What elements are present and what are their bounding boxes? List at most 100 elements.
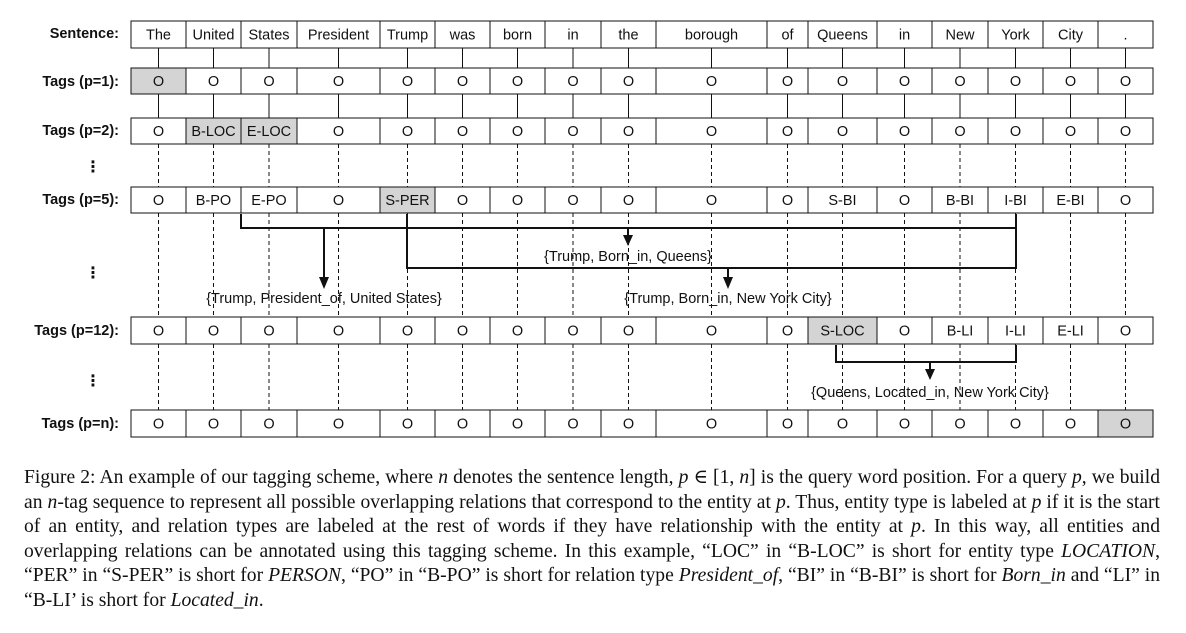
caption-text: denotes the sentence length, (447, 467, 679, 488)
tag-label: B-LI (947, 324, 974, 340)
tag-label: O (153, 74, 164, 90)
tag-label: O (512, 324, 523, 340)
caption-term-president-of: President_of (678, 565, 779, 586)
tag-label: O (1120, 193, 1131, 209)
sentence-cell (434, 20, 491, 49)
tag-label: O (263, 417, 274, 433)
sentence-word: United (193, 28, 235, 44)
tag-cell (1042, 409, 1099, 438)
tag-cell (544, 316, 602, 345)
tag-label: O (457, 193, 468, 209)
sentence-word: in (899, 28, 910, 44)
tag-label: O (623, 417, 634, 433)
sentence-cell (379, 20, 436, 49)
tag-cell (296, 117, 381, 145)
tag-label: O (208, 324, 219, 340)
tag-cell (766, 117, 809, 145)
tag-label: O (457, 124, 468, 140)
tag-label: O (899, 74, 910, 90)
tag-label: O (1010, 417, 1021, 433)
tag-label: I-BI (1004, 193, 1027, 209)
tag-label: O (1120, 417, 1131, 433)
tag-cell (931, 409, 989, 438)
tag-label: O (153, 124, 164, 140)
tag-cell (544, 186, 602, 214)
tag-label: E-PO (251, 193, 286, 209)
tag-cell (766, 186, 809, 214)
tag-label: O (402, 124, 413, 140)
tag-cell (766, 67, 809, 95)
tag-label: O (837, 417, 848, 433)
tag-cell (655, 186, 768, 214)
sentence-word: Trump (387, 28, 428, 44)
tag-label: O (1010, 74, 1021, 90)
sentence-word: York (1001, 28, 1030, 44)
tag-cell (655, 117, 768, 145)
tag-cell (185, 67, 242, 95)
tag-cell (1097, 409, 1154, 438)
tag-cell (807, 117, 878, 145)
sentence-cell (130, 20, 187, 49)
row-label-p2: Tags (p=2): (42, 123, 119, 139)
sentence-cell (185, 20, 242, 49)
caption-term-located-in: Located_in (170, 589, 259, 611)
sentence-word: the (618, 28, 638, 44)
annotation-president-of: {Trump, President_of, United States} (206, 291, 442, 307)
tag-cell (489, 409, 546, 438)
tag-cell (600, 117, 657, 145)
caption-text: . Thus, entity type is labeled at (785, 491, 1032, 513)
caption-term-person: PERSON (268, 565, 341, 586)
tag-cell (379, 316, 436, 345)
tag-label: S-PER (385, 193, 429, 209)
tag-label: O (567, 74, 578, 90)
ellipsis-2: ⋮ (85, 265, 101, 282)
tag-label: O (782, 193, 793, 209)
tag-cell (434, 67, 491, 95)
tag-label: O (567, 324, 578, 340)
tag-label: O (457, 324, 468, 340)
tag-cell (379, 409, 436, 438)
tag-label: O (333, 74, 344, 90)
tag-label: O (512, 193, 523, 209)
tag-label: O (837, 74, 848, 90)
tag-cell (987, 67, 1044, 95)
sentence-cell (600, 20, 657, 49)
tag-label: O (1010, 124, 1021, 140)
sentence-word: . (1123, 28, 1127, 44)
caption-var-p: p (1031, 491, 1042, 513)
tag-cell (876, 186, 933, 214)
tag-label: O (782, 417, 793, 433)
tag-cell (240, 67, 298, 95)
caption-var-n: n (438, 467, 448, 488)
tag-cell (130, 67, 187, 95)
tag-cell (185, 409, 242, 438)
tag-label: O (623, 74, 634, 90)
caption-text: , we build an (24, 467, 1160, 513)
tag-label: O (333, 124, 344, 140)
sentence-word: of (781, 28, 794, 44)
tag-cell (296, 186, 381, 214)
tag-cell (807, 316, 878, 345)
tag-label: O (567, 193, 578, 209)
arrow-head-located-in (925, 369, 935, 380)
tag-cell (600, 67, 657, 95)
tag-label: O (153, 324, 164, 340)
tag-cell (240, 409, 298, 438)
arrow-head-president-of (319, 277, 329, 289)
tag-label: O (333, 417, 344, 433)
tag-label: O (512, 417, 523, 433)
caption-term-born-in: Born_in (1001, 565, 1066, 586)
row-label-pn: Tags (p=n): (42, 416, 119, 432)
tag-label: O (706, 417, 717, 433)
tag-label: O (263, 324, 274, 340)
tag-label: O (782, 74, 793, 90)
tag-label: O (567, 417, 578, 433)
sentence-word: Queens (817, 28, 868, 44)
caption-text: , “BI” in “B-BI” is short for (778, 565, 1002, 586)
tag-cell (240, 316, 298, 345)
tag-cell (185, 316, 242, 345)
tag-label: O (782, 124, 793, 140)
tag-label: O (623, 124, 634, 140)
tag-label: O (333, 324, 344, 340)
caption-text: . (258, 589, 264, 611)
